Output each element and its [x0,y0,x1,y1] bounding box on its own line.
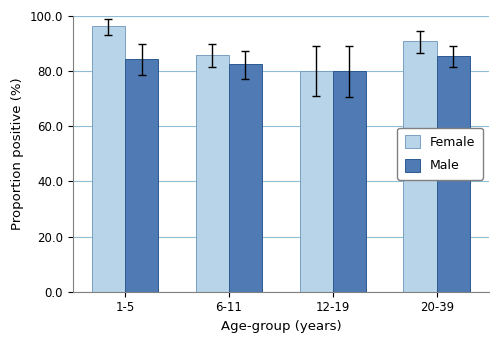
Bar [229,64,262,292]
Y-axis label: Proportion positive (%): Proportion positive (%) [11,77,24,230]
Bar [404,41,436,292]
Bar [196,55,229,292]
Bar [436,56,470,292]
Bar [333,71,366,292]
Bar [92,26,125,292]
Bar [300,71,333,292]
Legend: Female, Male: Female, Male [398,128,482,180]
Bar [125,59,158,292]
X-axis label: Age-group (years): Age-group (years) [220,320,341,333]
